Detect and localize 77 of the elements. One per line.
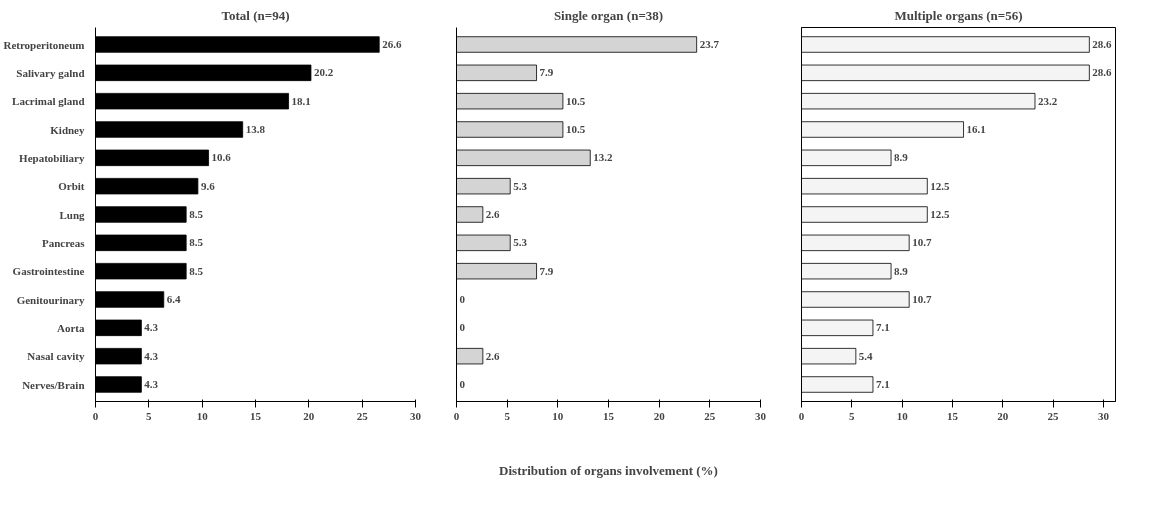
x-tick-label: 25 (356, 409, 369, 422)
data-label: 16.1 (966, 123, 986, 135)
x-tick-label: 15 (603, 409, 615, 422)
x-tick-label: 15 (946, 409, 959, 422)
y-tick-label: Orbit (58, 180, 85, 193)
x-tick-label: 25 (1047, 409, 1060, 422)
data-label: 12.5 (930, 179, 951, 192)
data-label: 13.8 (245, 123, 266, 135)
data-label: 4.3 (144, 378, 159, 390)
y-tick-label: Nasal cavity (27, 350, 85, 363)
data-label: 26.6 (382, 38, 402, 50)
y-tick-label: Lung (59, 208, 85, 221)
data-label: 7.9 (539, 264, 554, 277)
data-label: 2.6 (485, 349, 501, 362)
y-tick-label: Gastrointestine (12, 265, 85, 278)
data-label: 28.6 (1092, 38, 1113, 50)
data-label: 8.9 (894, 264, 909, 277)
data-label: 8.5 (189, 264, 204, 277)
y-tick-label: Hepatobiliary (19, 151, 85, 164)
x-tick-label: 20 (997, 409, 1009, 422)
data-label: 8.5 (189, 236, 204, 249)
data-label: 23.7 (699, 38, 720, 50)
data-label: 0 (459, 293, 466, 305)
data-label: 5.3 (513, 179, 528, 192)
x-axis-title: Distribution of organs involvement (%) (499, 462, 718, 478)
x-tick-label: 10 (896, 409, 909, 422)
y-tick-label: Pancreas (41, 236, 86, 249)
x-tick-label: 10 (196, 409, 209, 422)
y-tick-label: Genitourinary (16, 293, 85, 306)
data-label: 10.5 (565, 123, 586, 135)
x-tick-label: 5 (849, 409, 856, 422)
data-label: 9.6 (200, 179, 216, 192)
data-label: 20.2 (313, 66, 334, 79)
data-label: 8.5 (189, 208, 204, 220)
data-label: 10.5 (565, 94, 586, 107)
x-tick-label: 10 (552, 409, 564, 422)
y-tick-label: Retroperitoneum (3, 38, 85, 51)
x-tick-label: 30 (755, 409, 767, 422)
data-label: 13.2 (593, 151, 614, 164)
y-tick-label: Kidney (50, 123, 85, 136)
y-tick-label: Aorta (57, 321, 85, 334)
data-label: 0 (459, 378, 466, 390)
data-label: 10.7 (912, 293, 932, 305)
data-label: 4.3 (144, 349, 159, 362)
x-tick-label: 0 (798, 409, 805, 422)
x-tick-label: 0 (453, 409, 460, 422)
data-label: 28.6 (1092, 66, 1113, 79)
data-label: 7.9 (539, 66, 554, 79)
y-tick-label: Lacrimal gland (12, 95, 85, 108)
data-label: 0 (459, 321, 466, 334)
y-tick-label: Nerves/Brain (22, 378, 85, 391)
data-label: 6.4 (166, 293, 182, 305)
data-label: 18.1 (291, 94, 311, 107)
data-label: 5.3 (513, 236, 528, 249)
data-label: 10.7 (912, 236, 932, 249)
data-label: 23.2 (1037, 94, 1058, 107)
chart-title: Single organ (n=38) (553, 7, 664, 23)
x-tick-label: 5 (146, 409, 153, 422)
x-tick-label: 15 (250, 409, 262, 422)
data-label: 5.4 (858, 349, 874, 362)
x-tick-label: 25 (704, 409, 716, 422)
data-label: 10.6 (211, 151, 232, 164)
x-tick-label: 5 (504, 409, 511, 422)
x-tick-label: 30 (1097, 409, 1110, 422)
data-label: 2.6 (485, 208, 501, 220)
x-tick-label: 20 (653, 409, 666, 422)
data-label: 7.1 (875, 321, 890, 334)
y-tick-label: Salivary galnd (16, 66, 85, 79)
data-label: 8.9 (894, 151, 909, 164)
data-label: 7.1 (875, 378, 890, 390)
chart-title: Total (n=94) (221, 7, 290, 23)
x-tick-label: 20 (303, 409, 315, 422)
data-label: 12.5 (930, 208, 951, 220)
x-tick-label: 30 (410, 409, 422, 422)
x-tick-label: 0 (92, 409, 99, 422)
data-label: 4.3 (144, 321, 159, 334)
chart-title: Multiple organs (n=56) (894, 7, 1023, 23)
